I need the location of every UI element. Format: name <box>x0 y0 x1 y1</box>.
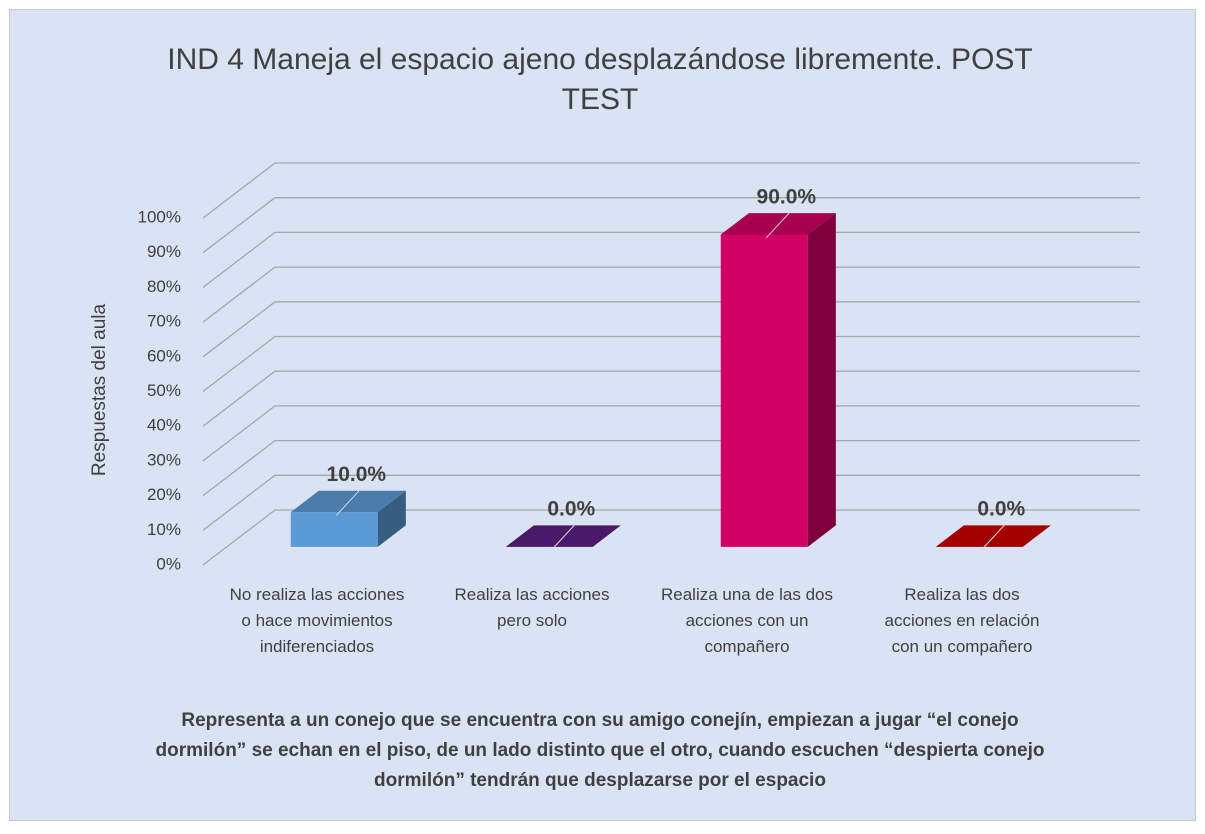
grid-line <box>202 439 1140 497</box>
grid-line <box>202 370 1140 427</box>
x-tick-label: Realiza las dos acciones en relación con… <box>884 585 1040 656</box>
y-tick-label: 10% <box>147 520 181 539</box>
bar <box>935 525 1051 547</box>
bar-side <box>807 213 836 547</box>
grid-line <box>202 266 1140 323</box>
grid-line <box>202 197 1140 254</box>
x-tick-label: Realiza una de las dos acciones con un c… <box>660 585 833 656</box>
bar-front <box>290 512 378 547</box>
bar-side <box>377 490 406 547</box>
y-tick-label: 30% <box>147 450 181 469</box>
grid-line <box>202 335 1140 393</box>
bar-top <box>720 213 836 235</box>
bar-top <box>290 490 406 513</box>
x-tick-label: No realiza las acciones o hace movimient… <box>229 585 405 656</box>
y-tick-label: 70% <box>147 312 181 331</box>
bar <box>720 213 836 547</box>
leader-line <box>980 523 1006 551</box>
bar-front <box>720 234 808 547</box>
y-tick-label: 20% <box>147 485 181 504</box>
y-tick-label: 80% <box>147 277 181 296</box>
grid-line <box>202 231 1140 288</box>
x-axis-label: Representa a un conejo que se encuentra … <box>155 710 1045 791</box>
grid-line <box>202 474 1140 531</box>
y-tick-label: 60% <box>147 346 181 365</box>
grid-line <box>202 162 1140 219</box>
data-label: 10.0% <box>327 463 387 486</box>
y-tick-label: 90% <box>147 242 181 261</box>
chart-title: IND 4 Maneja el espacio ajeno desplazánd… <box>167 43 1033 116</box>
leader-line <box>550 523 576 551</box>
leader-line <box>765 211 791 239</box>
grid-line <box>202 301 1140 358</box>
y-axis-label: Respuestas del aula <box>89 303 110 476</box>
x-tick-label: Realiza las acciones pero solo <box>454 585 610 630</box>
y-tick-label: 0% <box>156 554 181 573</box>
chart-area <box>9 9 1196 821</box>
y-tick-label: 100% <box>138 207 181 226</box>
data-label: 90.0% <box>757 185 817 208</box>
grid-line <box>202 405 1140 462</box>
data-label: 0.0% <box>547 498 595 521</box>
y-tick-label: 40% <box>147 416 181 435</box>
bar <box>505 525 621 547</box>
data-label: 0.0% <box>977 498 1025 521</box>
leader-line <box>335 489 361 516</box>
grid-line <box>202 509 1140 566</box>
bar-top <box>935 525 1051 547</box>
bar-top <box>505 525 621 547</box>
bar <box>290 490 406 547</box>
y-tick-label: 50% <box>147 381 181 400</box>
